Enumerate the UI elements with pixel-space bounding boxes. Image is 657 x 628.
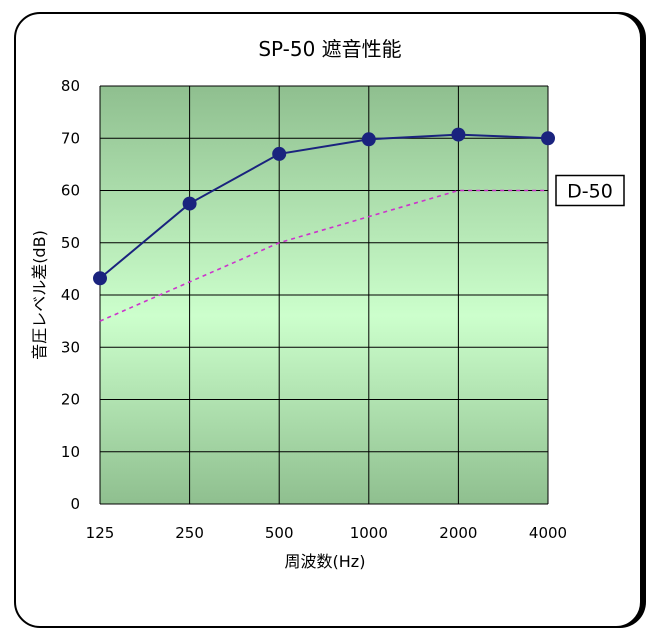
reference-label-box (555, 174, 625, 207)
reference-line-d50 (99, 189, 548, 322)
y-tick-label: 50 (61, 234, 80, 252)
x-tick-label: 4000 (529, 524, 567, 542)
y-tick-label: 60 (61, 182, 80, 200)
x-tick-labels: 125 250 500 1000 2000 4000 (86, 524, 567, 542)
y-tick-label: 0 (70, 495, 80, 513)
data-point (361, 132, 376, 147)
y-axis-label: 音圧レベル差(dB) (30, 230, 49, 360)
x-tick-label: 2000 (439, 524, 477, 542)
x-tick-label: 125 (86, 524, 115, 542)
y-tick-label: 10 (61, 443, 80, 461)
x-tick-label: 250 (175, 524, 204, 542)
reference-label: D-50 (567, 181, 613, 203)
y-tick-label: 70 (61, 129, 80, 147)
measured-series-line (99, 133, 549, 280)
y-tick-labels: 0 10 20 30 40 50 60 70 80 (61, 77, 80, 513)
data-point (541, 131, 555, 146)
x-axis-label: 周波数(Hz) (285, 552, 366, 571)
x-tick-label: 500 (265, 524, 294, 542)
chart-title: SP-50 遮音性能 (258, 37, 401, 61)
data-point (93, 271, 107, 286)
data-point (182, 196, 197, 211)
x-tick-label: 1000 (350, 524, 388, 542)
y-tick-label: 80 (61, 77, 80, 95)
data-point (272, 146, 287, 161)
data-point (451, 127, 466, 142)
y-tick-label: 20 (61, 391, 80, 409)
grid-lines (99, 85, 549, 505)
y-tick-label: 30 (61, 338, 80, 356)
y-tick-label: 40 (61, 286, 80, 304)
